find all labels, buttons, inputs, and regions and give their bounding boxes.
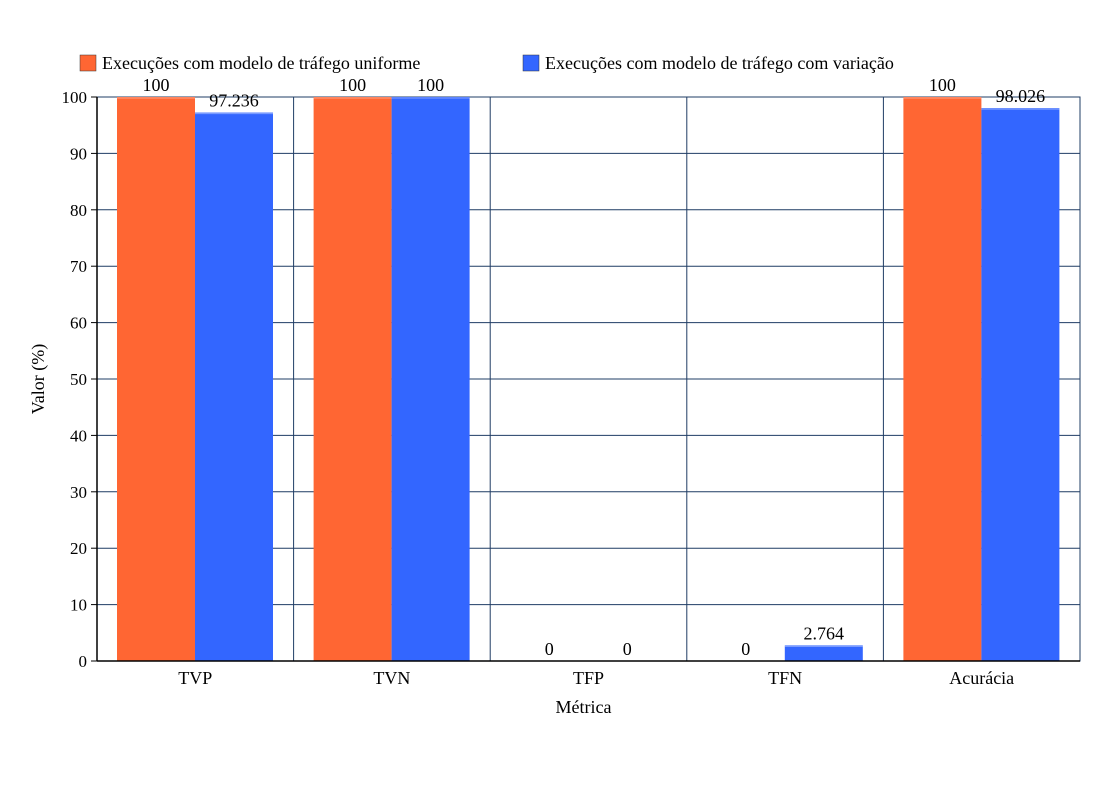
bar (195, 112, 273, 661)
legend-swatch (522, 54, 540, 72)
y-tick-label: 0 (79, 652, 88, 671)
legend-label: Execuções com modelo de tráfego uniforme (102, 53, 420, 73)
x-tick-label: TVN (373, 668, 410, 688)
data-label: 0 (623, 639, 632, 659)
y-tick-label: 10 (70, 596, 87, 615)
x-axis-title: Métrica (556, 697, 612, 717)
legend-label: Execuções com modelo de tráfego com vari… (545, 53, 894, 73)
y-tick-label: 30 (70, 483, 87, 502)
data-label: 0 (545, 639, 554, 659)
y-tick-label: 60 (70, 314, 87, 333)
y-tick-label: 20 (70, 539, 87, 558)
y-tick-label: 70 (70, 257, 87, 276)
x-tick-label: Acurácia (949, 668, 1014, 688)
y-tick-label: 90 (70, 144, 87, 163)
axes (91, 96, 1080, 662)
bar (981, 108, 1060, 661)
y-tick-label: 100 (62, 88, 88, 107)
data-label: 100 (143, 75, 170, 95)
data-label: 97.236 (209, 91, 259, 111)
labels: 0 10 20 30 40 50 60 70 80 90 100 100 97.236 TVP 100 100… (28, 75, 1045, 717)
data-label: 2.764 (804, 623, 845, 643)
y-tick-label: 80 (70, 201, 87, 220)
bar (313, 97, 392, 661)
legend-swatch (79, 54, 97, 72)
x-tick-label: TFN (768, 668, 802, 688)
data-label: 0 (741, 639, 750, 659)
y-tick-label: 40 (70, 426, 87, 445)
data-label: 100 (929, 75, 956, 95)
data-label: 100 (417, 75, 444, 95)
bar (784, 645, 863, 661)
legend: Execuções com modelo de tráfego uniforme… (79, 53, 894, 73)
y-tick-label: 50 (70, 370, 87, 389)
x-tick-label: TFP (573, 668, 604, 688)
data-label: 98.026 (996, 86, 1046, 106)
bar (117, 97, 195, 661)
x-tick-label: TVP (178, 668, 212, 688)
bar (903, 97, 982, 661)
bars (117, 97, 1060, 661)
data-label: 100 (339, 75, 366, 95)
bar (391, 97, 470, 661)
y-axis-title: Valor (%) (28, 344, 49, 414)
